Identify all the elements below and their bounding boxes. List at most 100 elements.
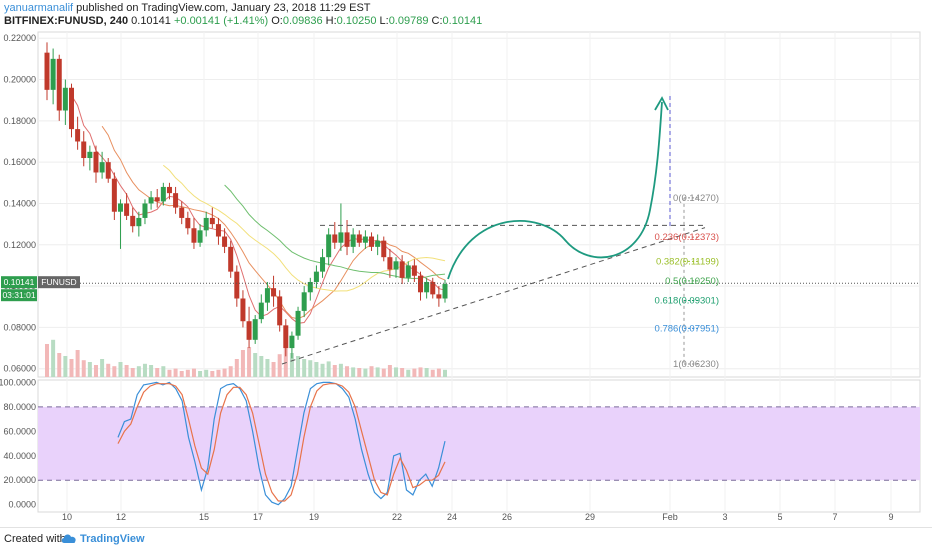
candle <box>197 224 203 247</box>
candle-body <box>130 215 136 227</box>
candle <box>87 145 93 171</box>
candle-body <box>68 87 74 130</box>
time-tick-label: 26 <box>502 512 512 522</box>
time-tick-label: 17 <box>253 512 263 522</box>
candle <box>418 271 424 301</box>
candle <box>215 217 221 245</box>
tradingview-cloud-icon <box>60 531 78 548</box>
volume-bar <box>204 369 209 377</box>
candle <box>264 281 270 311</box>
volume-bar <box>436 368 441 377</box>
time-tick-label: 15 <box>199 512 209 522</box>
volume-bar <box>400 368 405 377</box>
candle-body <box>228 246 234 272</box>
time-tick-label: 5 <box>777 512 782 522</box>
candle <box>75 116 81 150</box>
volume-bar <box>130 368 135 377</box>
volume-bar <box>265 359 270 377</box>
candle <box>356 230 362 247</box>
candle <box>191 217 197 249</box>
stoch-band <box>38 406 920 481</box>
ascending-trendline <box>281 227 706 365</box>
time-tick-label: 10 <box>62 512 72 522</box>
time-tick-label: 9 <box>888 512 893 522</box>
candle <box>185 211 191 235</box>
candle <box>81 131 87 167</box>
volume-bar <box>357 368 362 377</box>
candle <box>442 279 448 303</box>
volume-bar <box>222 368 227 377</box>
candle <box>62 79 68 125</box>
volume-bar <box>142 363 147 377</box>
candle <box>332 222 338 249</box>
fib-level-label: 0.786(0.07951) <box>655 323 719 334</box>
volume-bar <box>381 368 386 377</box>
price-tick-label: 0.12000 <box>3 240 36 250</box>
candle-body <box>81 141 87 159</box>
candle-body <box>117 203 123 212</box>
candle-body <box>375 240 381 247</box>
candle <box>387 248 393 278</box>
volume-bar <box>296 356 301 377</box>
candle-body <box>160 186 166 202</box>
fib-level-label: 0(0.14270) <box>673 193 719 204</box>
candle <box>289 331 295 359</box>
volume-bar <box>75 350 80 377</box>
candle-body <box>93 151 99 173</box>
candle-body <box>399 261 405 278</box>
tradingview-brand[interactable]: TradingView <box>80 533 145 545</box>
candle-body <box>234 271 240 299</box>
volume-bar <box>51 339 56 377</box>
volume-bar <box>302 359 307 377</box>
last-price: 0.10141 <box>131 15 171 27</box>
candle-body <box>166 186 172 194</box>
projection-curve <box>447 101 663 280</box>
fib-level-label: 0.382(0.11199) <box>656 256 719 267</box>
candle-body <box>264 288 270 303</box>
volume-bar <box>314 362 319 377</box>
candle <box>117 199 123 249</box>
candle-body <box>75 129 81 142</box>
candle-body <box>105 162 111 179</box>
stoch-tick-label: 100.0000 <box>0 377 36 387</box>
price-chart[interactable]: 0(0.14270) 0.236(0.12373) 0.382(0.11199) 0.… <box>0 0 932 527</box>
volume-bar <box>308 360 313 377</box>
time-tick-label: 12 <box>116 512 126 522</box>
author-link[interactable]: yanuarmanalif <box>4 2 74 14</box>
candle <box>424 277 430 299</box>
price-change: +0.00141 (+1.41%) <box>173 15 269 27</box>
volume-bar <box>283 345 288 377</box>
candle <box>228 240 234 278</box>
price-tick-label: 0.08000 <box>3 322 36 332</box>
price-tick-label: 0.14000 <box>3 198 36 208</box>
volume-bar <box>259 356 264 377</box>
stoch-d-line <box>117 383 446 502</box>
candle-body <box>344 232 350 247</box>
volume-bar <box>45 344 49 377</box>
publish-line: yanuarmanalif published on TradingView.c… <box>4 2 482 15</box>
candle <box>203 211 209 237</box>
volume-bar <box>430 369 435 377</box>
open-value: 0.09836 <box>282 15 323 27</box>
close-key: C: <box>431 15 443 27</box>
candle-body <box>362 236 368 243</box>
candle <box>381 236 387 262</box>
candle-body <box>369 236 375 247</box>
volume-bar <box>136 366 141 377</box>
candle-body <box>209 217 215 225</box>
price-pane-frame <box>37 31 921 378</box>
fib-level-label: 0.5(0.10250) <box>665 276 719 287</box>
candle <box>105 158 111 183</box>
candle-body <box>393 261 399 270</box>
volume-bar <box>375 367 380 377</box>
volume-bar <box>155 368 160 377</box>
candle <box>313 265 319 289</box>
volume-bar <box>63 356 68 377</box>
candle-body <box>277 296 283 326</box>
price-tick-label: 0.06000 <box>3 364 36 374</box>
candle <box>179 201 185 225</box>
candle-body <box>246 321 252 340</box>
volume-bar <box>418 367 423 377</box>
candle <box>93 145 99 183</box>
candle-body <box>111 178 117 212</box>
